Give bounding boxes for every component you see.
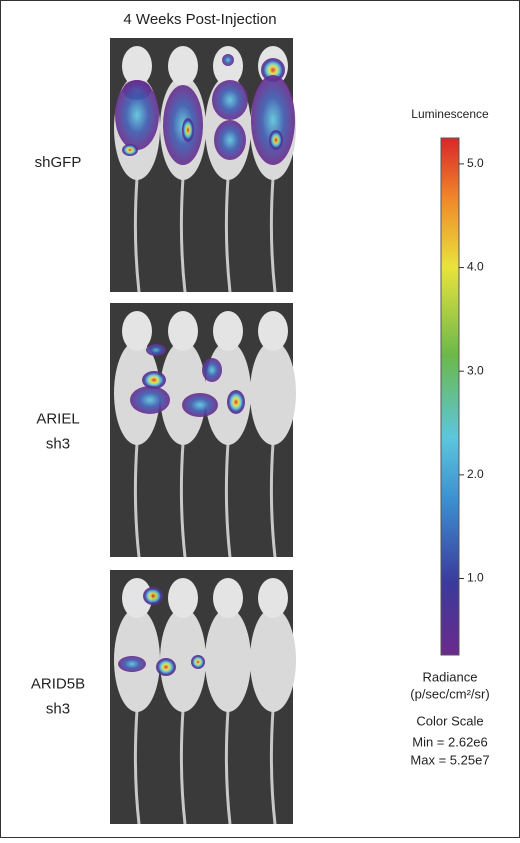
signal-blob	[182, 393, 218, 417]
panel-label: sh3	[46, 435, 70, 452]
signal-blob	[191, 655, 205, 669]
mouse-tail	[133, 709, 141, 825]
mouse-tail	[269, 709, 277, 825]
mouse-tail	[224, 709, 232, 825]
mouse-body	[160, 608, 206, 712]
colorbar-tick-label: 3.0	[467, 363, 484, 377]
panel-label: ARID5B	[31, 675, 85, 692]
units-line: Radiance	[423, 669, 478, 684]
panel-label: sh3	[46, 700, 70, 717]
scale-line: Min = 2.62e6	[412, 734, 488, 749]
signal-blob	[182, 118, 194, 142]
colorbar-tick-label: 5.0	[467, 156, 484, 170]
mouse-head	[213, 578, 243, 618]
signal-blob	[146, 344, 166, 356]
image-panels	[110, 38, 296, 825]
signal-blob	[269, 130, 283, 150]
signal-blob	[212, 80, 248, 120]
mouse-head	[168, 46, 198, 86]
mouse-tail	[224, 177, 232, 293]
signal-blob	[261, 58, 285, 82]
signal-blob	[143, 587, 163, 605]
colorbar-tick-label: 1.0	[467, 571, 484, 585]
mouse-head	[258, 578, 288, 618]
scale-line: Max = 5.25e7	[410, 752, 489, 767]
signal-blob	[122, 144, 138, 156]
figure-title: 4 Weeks Post-Injection	[123, 11, 276, 28]
signal-blob	[130, 386, 170, 414]
signal-blob	[142, 371, 166, 389]
scale-line: Color Scale	[416, 713, 483, 728]
colorbar-tick-label: 4.0	[467, 260, 484, 274]
mouse-tail	[133, 177, 141, 293]
mouse-body	[160, 341, 206, 445]
units-line: (p/sec/cm²/sr)	[410, 686, 489, 701]
signal-blob	[222, 54, 234, 66]
mouse-head	[213, 311, 243, 351]
signal-blob	[251, 75, 295, 165]
mouse-head	[168, 578, 198, 618]
panel-label: shGFP	[35, 154, 82, 171]
colorbar-tick-label: 2.0	[467, 467, 484, 481]
mouse-head	[122, 311, 152, 351]
mouse-body	[250, 341, 296, 445]
mouse-body	[250, 608, 296, 712]
mouse-tail	[179, 709, 187, 825]
mouse-tail	[179, 442, 187, 558]
mouse-head	[168, 311, 198, 351]
mouse-head	[258, 311, 288, 351]
signal-blob	[115, 80, 159, 150]
mouse-tail	[179, 177, 187, 293]
mouse-tail	[224, 442, 232, 558]
signal-blob	[227, 390, 245, 414]
mouse-tail	[269, 442, 277, 558]
signal-blob	[202, 358, 222, 382]
panel-label: ARIEL	[36, 410, 79, 427]
colorbar-title: Luminescence	[411, 107, 489, 121]
signal-blob	[156, 658, 176, 676]
signal-blob	[214, 120, 246, 160]
mouse-tail	[133, 442, 141, 558]
mouse-body	[205, 608, 251, 712]
mouse-head	[122, 46, 152, 86]
colorbar	[440, 137, 460, 656]
mouse-body	[205, 341, 251, 445]
mouse-tail	[269, 177, 277, 293]
mouse-head	[122, 578, 152, 618]
signal-blob	[118, 656, 146, 672]
